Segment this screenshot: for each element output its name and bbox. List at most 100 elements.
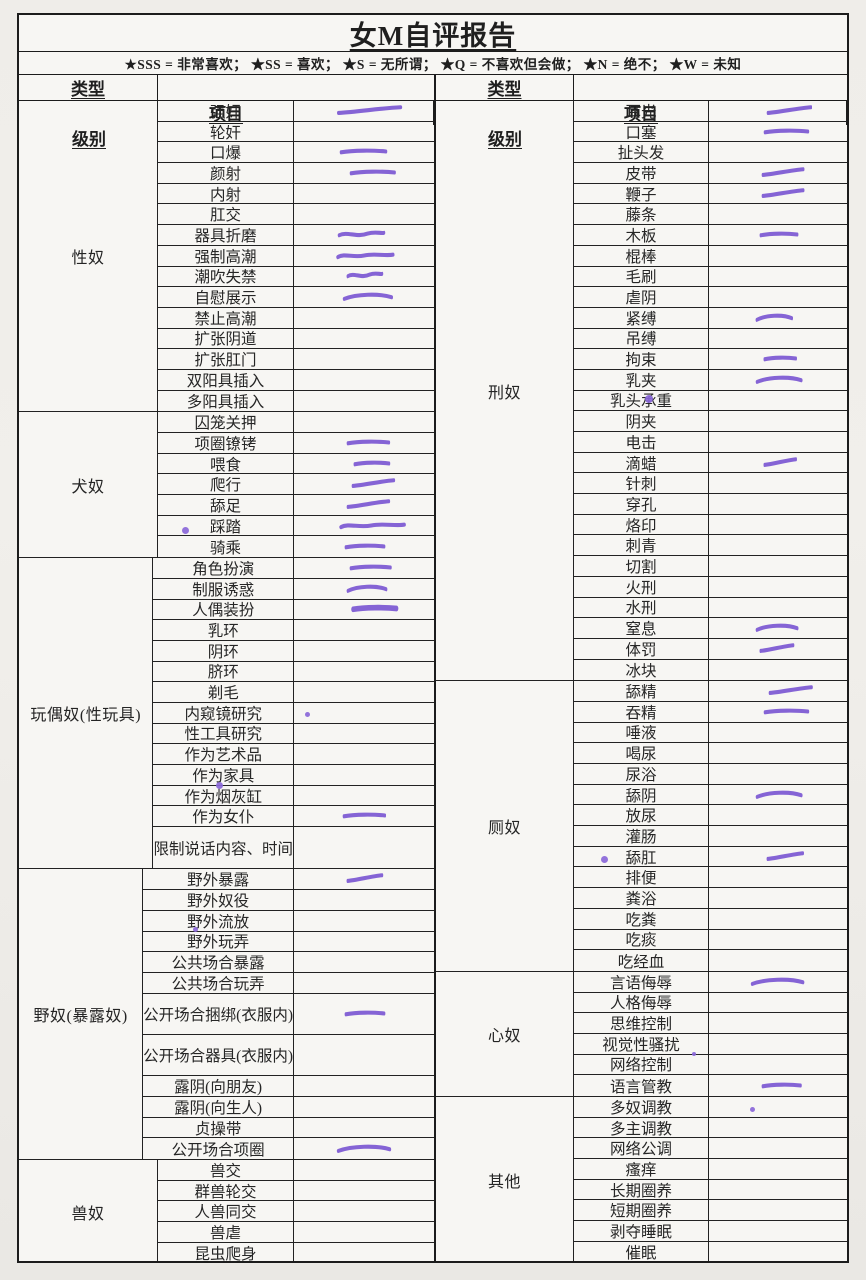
- table-row: 喂食: [158, 453, 434, 475]
- table-row: 剃毛: [153, 682, 434, 703]
- item-label: 内射: [158, 183, 294, 204]
- marker-dot: [645, 394, 654, 403]
- item-label: 冰块: [574, 659, 709, 681]
- item-label: 短期圈养: [574, 1200, 709, 1220]
- table-row: 颜射: [158, 163, 434, 184]
- marker-stroke: [336, 252, 395, 259]
- item-label: 人兽同交: [158, 1201, 294, 1221]
- item-label: 口爆: [158, 142, 294, 162]
- table-row: 内窥镜研究: [153, 702, 434, 724]
- item-label: 贞操带: [143, 1117, 294, 1138]
- item-label: 棍棒: [574, 245, 709, 266]
- item-label: 灌肠: [574, 826, 709, 846]
- table-row: 人格侮辱: [574, 992, 847, 1014]
- level-cell: [709, 577, 847, 597]
- table-row: 火刑: [574, 576, 847, 598]
- marker-stroke: [352, 478, 396, 489]
- table-row: 吊缚: [574, 328, 847, 350]
- report-title: 女M自评报告: [19, 15, 847, 52]
- level-cell: [709, 950, 847, 971]
- level-cell: [709, 1159, 847, 1179]
- item-label: 禁止高潮: [158, 307, 294, 328]
- level-cell: [294, 641, 434, 661]
- level-cell: [294, 1076, 434, 1096]
- table-row: 口塞: [574, 121, 847, 143]
- item-label: 舔阴: [574, 784, 709, 805]
- item-list: 强奸 轮奸 口爆 颜射 内射 肛交 器具折磨 强制高潮 潮吹失禁 自慰展示 禁止高潮 扩张阴道 扩张肛门…: [158, 101, 434, 412]
- item-label: 角色扮演: [153, 558, 294, 578]
- level-cell: [294, 1243, 434, 1261]
- table-row: 水刑: [574, 597, 847, 619]
- level-cell: [709, 805, 847, 825]
- marker-stroke: [346, 439, 390, 446]
- level-cell: [709, 453, 847, 473]
- level-cell: [294, 662, 434, 682]
- item-label: 拘束: [574, 349, 709, 369]
- item-label: 多奴调教: [574, 1097, 709, 1117]
- table-row: 放尿: [574, 805, 847, 827]
- marker-dot: [600, 855, 608, 863]
- item-label: 潮吹失禁: [158, 266, 294, 286]
- category-group: 玩偶奴(性玩具) 角色扮演 制服诱惑 人偶装扮 乳环 阴环 脐环 剃毛 内窥镜研究 性工具研究 作为…: [19, 558, 434, 870]
- item-label: 耳光: [574, 101, 709, 121]
- level-cell: [294, 1118, 434, 1138]
- level-cell: [294, 1160, 434, 1180]
- item-label: 人格侮辱: [574, 992, 709, 1012]
- item-label: 颜射: [158, 163, 294, 183]
- category-cell: 性奴: [19, 101, 158, 412]
- table-row: 作为艺术品: [153, 744, 434, 765]
- rating-legend: ★SSS = 非常喜欢； ★SS = 喜欢； ★S = 无所谓； ★Q = 不喜…: [19, 52, 847, 75]
- level-cell: [294, 973, 434, 993]
- level-cell: [709, 473, 847, 493]
- item-label: 尿浴: [574, 764, 709, 784]
- level-cell: [294, 184, 434, 204]
- marker-stroke: [345, 1010, 386, 1017]
- table-row: 囚笼关押: [158, 412, 434, 433]
- table-row: 潮吹失禁: [158, 266, 434, 288]
- item-list: 角色扮演 制服诱惑 人偶装扮 乳环 阴环 脐环 剃毛 内窥镜研究 性工具研究 作为艺术品 作为家具作…: [153, 558, 434, 869]
- table-row: 思维控制: [574, 1013, 847, 1034]
- item-label: 吃痰: [574, 929, 709, 949]
- table-row: 多阳具插入: [158, 390, 434, 412]
- item-label: 吊缚: [574, 328, 709, 348]
- table-row: 切割: [574, 556, 847, 577]
- item-label: 野外暴露: [143, 869, 294, 889]
- marker-stroke: [346, 499, 390, 509]
- table-row: 唾液: [574, 722, 847, 744]
- item-label: 喂食: [158, 453, 294, 474]
- table-row: 舔阴: [574, 784, 847, 806]
- table-row: 野外奴役: [143, 890, 434, 911]
- item-label: 强奸: [158, 101, 294, 121]
- item-label: 爬行: [158, 474, 294, 494]
- level-cell: [709, 826, 847, 846]
- level-cell: [294, 558, 434, 578]
- table-row: 冰块: [574, 659, 847, 681]
- table-row: 作为烟灰缸: [153, 785, 434, 807]
- item-label: 公开场合器具(衣服内): [143, 1034, 294, 1076]
- item-label: 强制高潮: [158, 245, 294, 266]
- item-label: 烙印: [574, 514, 709, 535]
- item-label: 言语侮辱: [574, 971, 709, 992]
- table-row: 舔肛: [574, 846, 847, 868]
- table-row: 自慰展示: [158, 287, 434, 308]
- level-cell: [294, 101, 434, 121]
- item-label: 毛刷: [574, 266, 709, 286]
- category-group: 兽奴 兽交 群兽轮交 人兽同交 兽虐 昆虫爬身: [19, 1160, 434, 1261]
- level-cell: [294, 267, 434, 287]
- table-row: 兽交: [158, 1160, 434, 1181]
- level-cell: [294, 329, 434, 349]
- item-label: 皮带: [574, 163, 709, 183]
- level-cell: [294, 204, 434, 224]
- level-cell: [709, 972, 847, 992]
- table-row: 公开场合项圈: [143, 1138, 434, 1160]
- level-cell: [294, 1201, 434, 1221]
- level-cell: [294, 225, 434, 245]
- table-row: 舔精: [574, 681, 847, 702]
- item-label: 人偶装扮: [153, 599, 294, 619]
- level-cell: [294, 308, 434, 328]
- table-row: 公开场合器具(衣服内): [143, 1034, 434, 1077]
- level-cell: [709, 723, 847, 743]
- table-row: 角色扮演: [153, 558, 434, 579]
- level-cell: [709, 184, 847, 204]
